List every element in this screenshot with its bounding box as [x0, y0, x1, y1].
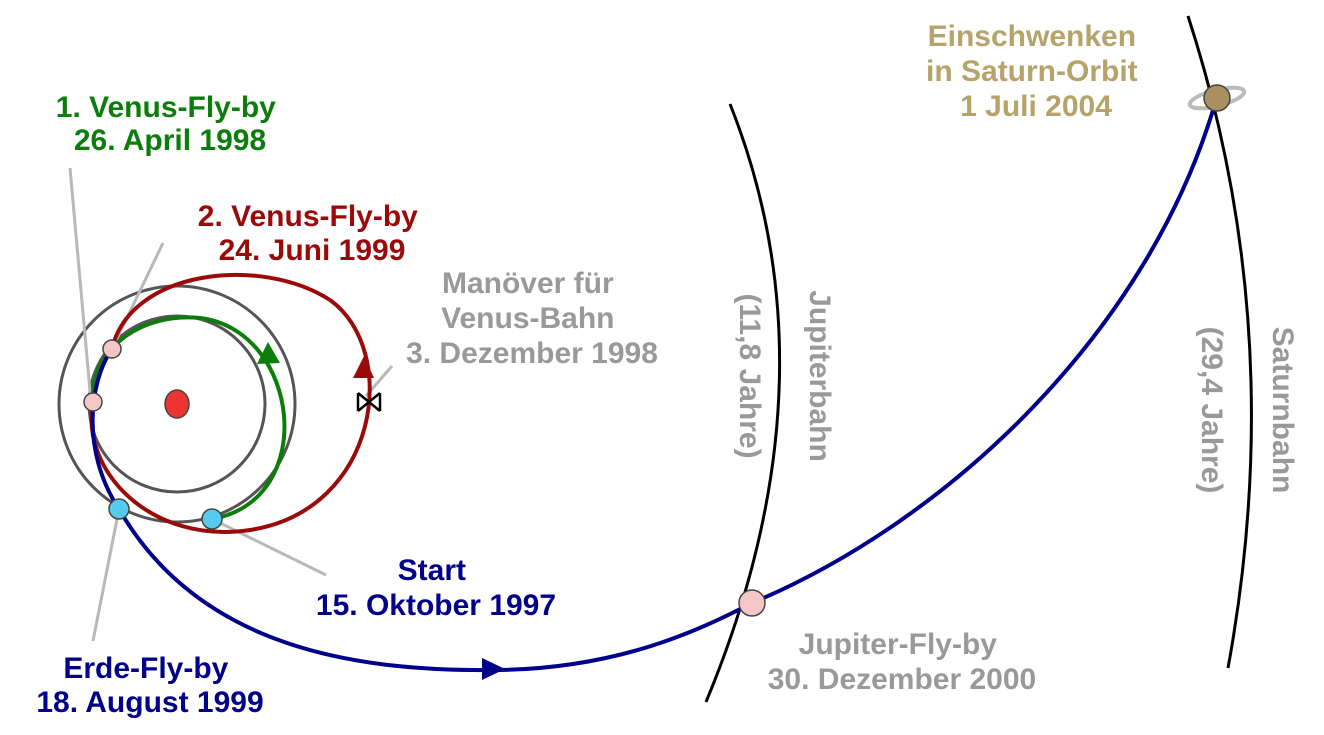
venus1-flyby-label: 1. Venus-Fly-by 26. April 1998: [56, 91, 284, 157]
start-label: Start 15. Oktober 1997: [316, 554, 556, 622]
earth-flyby-marker: [108, 498, 130, 520]
venus2-flyby-title: 2. Venus-Fly-by: [198, 200, 418, 233]
venus1-leader-line: [68, 167, 93, 403]
jupiter-orbit-period: (11,8 Jahre): [733, 293, 766, 458]
start-leader-line: [211, 517, 327, 577]
saturn-insertion-title-2: in Saturn-Orbit: [926, 55, 1138, 88]
green-trajectory-arrow: [257, 342, 280, 364]
saturn-insertion-title-1: Einschwenken: [928, 20, 1136, 53]
red-trajectory-arrow: [353, 356, 374, 378]
jupiter-orbit-name: Jupiterbahn: [803, 290, 836, 462]
saturn-orbit-period: (29,4 Jahre): [1195, 327, 1228, 494]
venus2-flyby-marker: [102, 339, 122, 359]
maneuver-title-1: Manöver für: [442, 267, 614, 300]
maneuver-title-2: Venus-Bahn: [441, 302, 614, 335]
saturn-insertion-date: 1 Juli 2004: [960, 90, 1112, 123]
sun: [164, 389, 190, 419]
venus1-flyby-title: 1. Venus-Fly-by: [56, 91, 276, 124]
red-trajectory: [89, 272, 372, 534]
earth-leader-line: [91, 508, 121, 642]
earth-flyby-label: Erde-Fly-by 18. August 1999: [36, 652, 263, 719]
jupiter-flyby-marker: [738, 589, 766, 617]
jupiter-orbit-arc: [704, 103, 782, 703]
jupiter-flyby-title: Jupiter-Fly-by: [799, 628, 998, 661]
jupiter-flyby-date: 30. Dezember 2000: [768, 663, 1037, 696]
maneuver-label: Manöver für Venus-Bahn 3. Dezember 1998: [406, 267, 658, 370]
earth-flyby-title: Erde-Fly-by: [63, 652, 228, 685]
venus2-flyby-label: 2. Venus-Fly-by 24. Juni 1999: [198, 200, 426, 267]
start-date: 15. Oktober 1997: [316, 589, 556, 622]
jupiter-flyby-label: Jupiter-Fly-by 30. Dezember 2000: [768, 628, 1037, 696]
maneuver-date: 3. Dezember 1998: [406, 337, 658, 370]
venus1-flyby-date: 26. April 1998: [74, 124, 266, 157]
blue-trajectory: [90, 99, 1218, 673]
earth-flyby-date: 18. August 1999: [36, 686, 263, 719]
venus1-flyby-marker: [83, 392, 103, 412]
start-title: Start: [398, 554, 466, 587]
venus2-flyby-date: 24. Juni 1999: [219, 234, 406, 267]
saturn-insertion-label: Einschwenken in Saturn-Orbit 1 Juli 2004: [926, 20, 1146, 123]
launch-earth-marker: [201, 508, 223, 530]
saturn-icon: [1187, 84, 1247, 112]
blue-trajectory-arrow: [482, 658, 505, 680]
maneuver-marker: [356, 392, 382, 412]
saturn-orbit-name: Saturnbahn: [1266, 327, 1299, 494]
